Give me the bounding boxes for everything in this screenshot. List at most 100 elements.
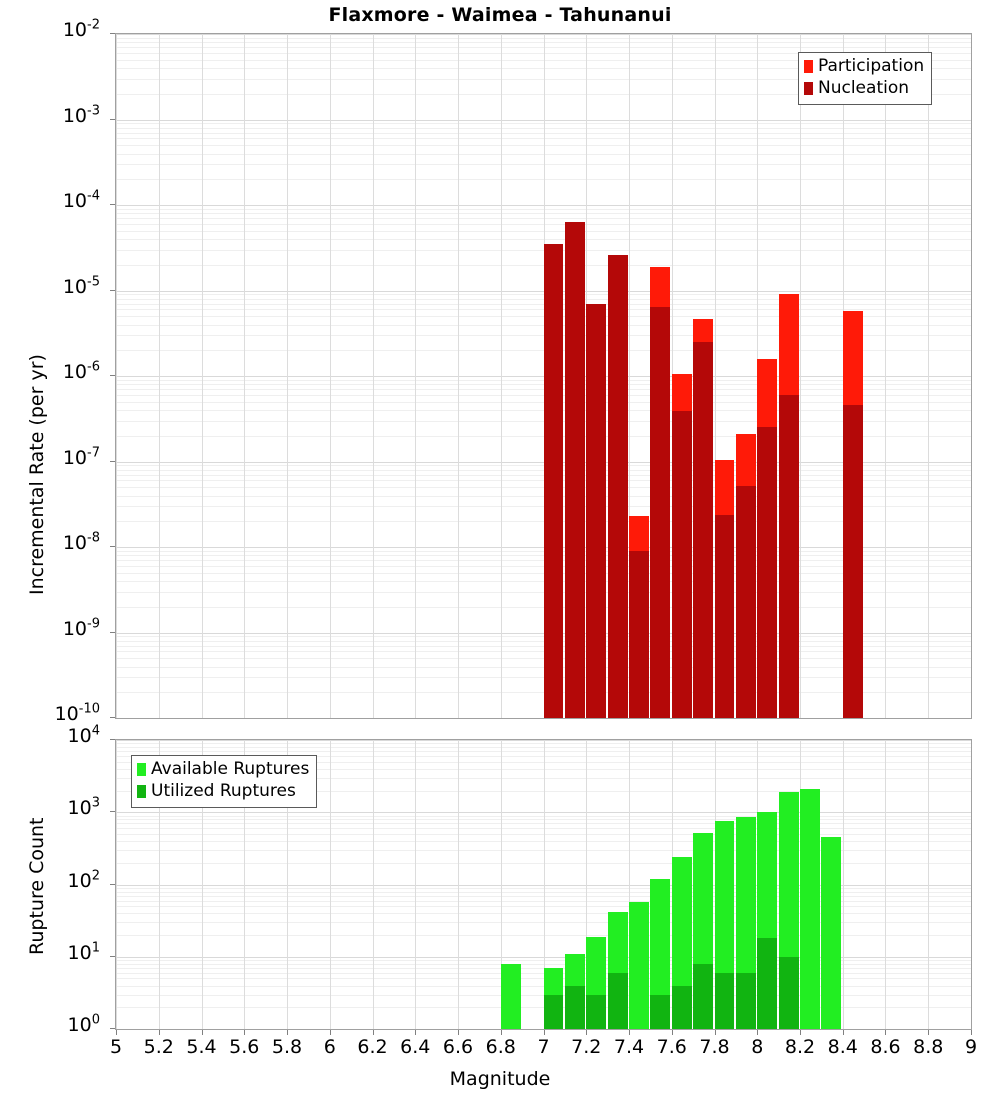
bar [842,311,863,718]
x-tick-label: 5.4 [186,1036,217,1058]
x-tick-mark [202,1030,203,1035]
bottom-legend-item[interactable]: Utilized Ruptures [137,781,309,803]
bar [821,836,842,1029]
x-tick-mark [672,1030,673,1035]
x-tick-label: 6.6 [442,1036,474,1058]
top-chart-y-axis-title: Incremental Rate (per yr) [26,354,48,595]
bar [757,358,778,718]
bar [778,792,799,1029]
x-tick-mark [244,1030,245,1035]
bar [500,963,521,1029]
y-tick-label: 10-2 [62,17,100,41]
legend-label: Nucleation [818,77,910,98]
bar-segment-inner [735,972,756,1029]
x-tick-mark [800,1030,801,1035]
x-tick-label: 7 [537,1036,550,1058]
bar-segment-inner [842,404,863,718]
bar [607,911,628,1029]
x-tick-mark [159,1030,160,1035]
bar [586,936,607,1029]
top-legend-item[interactable]: Participation [804,56,924,78]
y-tick-label: 10-3 [62,103,100,127]
y-tick-mark [110,883,115,885]
bar-segment-inner [543,243,564,718]
bar [564,222,585,718]
bar [735,816,756,1029]
x-tick-label: 5.6 [229,1036,260,1058]
x-tick-label: 6 [323,1036,336,1058]
bar [629,516,649,718]
bar [650,266,671,718]
bar-segment-inner [564,985,585,1029]
bar-segment-inner [671,410,692,718]
bar-segment-inner [714,972,735,1029]
bar-segment-inner [778,394,799,718]
legend-color-swatch-icon [804,82,813,96]
y-tick-label: 104 [67,723,100,747]
x-tick-mark [116,1030,117,1035]
top-chart-legend: Participation Nucleation [798,52,933,105]
x-tick-label: 7.6 [656,1036,687,1058]
bar [543,967,564,1029]
y-tick-mark [110,739,115,740]
legend-label: Available Ruptures [151,759,310,779]
page-title: Flaxmore - Waimea - Tahunanui [328,4,672,26]
y-tick-label: 10-6 [62,359,100,383]
x-tick-label: 8.2 [784,1036,816,1058]
bar [586,303,607,718]
x-tick-mark [928,1030,929,1035]
bottom-chart-bars [116,740,971,1029]
top-legend-item[interactable]: Nucleation [804,78,924,100]
y-tick-label: 10-10 [54,701,100,725]
bar-segment-inner [693,963,713,1029]
y-tick-label: 10-5 [62,274,100,298]
x-tick-label: 6.4 [400,1036,431,1058]
bar-segment-inner [735,485,756,718]
legend-color-swatch-icon [804,60,813,74]
x-tick-label: 8.6 [870,1036,901,1058]
y-tick-mark [110,811,115,813]
x-tick-mark [629,1030,630,1035]
x-tick-mark [715,1030,716,1035]
x-tick-mark [544,1030,545,1035]
bar [564,953,585,1029]
bar-segment-inner [757,427,778,718]
x-tick-label: 8.4 [827,1036,858,1058]
bar-segment-inner [650,994,671,1029]
x-tick-label: 5 [109,1036,123,1058]
bar [714,821,735,1029]
y-tick-mark [110,546,115,547]
bottom-legend-item[interactable]: Available Ruptures [137,759,309,781]
bar-segment-outer [800,788,820,1029]
x-tick-label: 5.2 [143,1036,174,1058]
y-tick-label: 101 [67,940,100,964]
x-tick-label: 5.8 [271,1036,303,1058]
bar-segment-inner [586,303,607,718]
bar-segment-inner [607,972,628,1029]
bar [693,318,713,718]
x-tick-mark [373,1030,374,1035]
legend-color-swatch-icon [137,763,146,777]
y-tick-mark [110,289,115,291]
bar [714,459,735,718]
y-tick-mark [110,1028,115,1029]
bar-segment-outer [500,963,521,1029]
x-tick-mark [287,1030,288,1035]
bar-segment-inner [650,306,671,718]
y-tick-mark [110,955,115,957]
y-tick-mark [110,118,115,120]
x-tick-mark [586,1030,587,1035]
x-axis-title: Magnitude [449,1068,551,1090]
top-chart-bars [116,34,971,718]
bar-segment-inner [714,514,735,718]
y-tick-mark [110,717,115,718]
legend-color-swatch-icon [137,785,146,799]
y-tick-mark [110,631,115,633]
y-tick-label: 103 [67,795,100,820]
bar [778,294,799,718]
x-tick-label: 7.4 [613,1036,645,1058]
y-tick-mark [110,375,115,376]
y-tick-label: 10-4 [62,188,100,212]
bar [757,812,778,1029]
y-tick-mark [110,204,115,205]
